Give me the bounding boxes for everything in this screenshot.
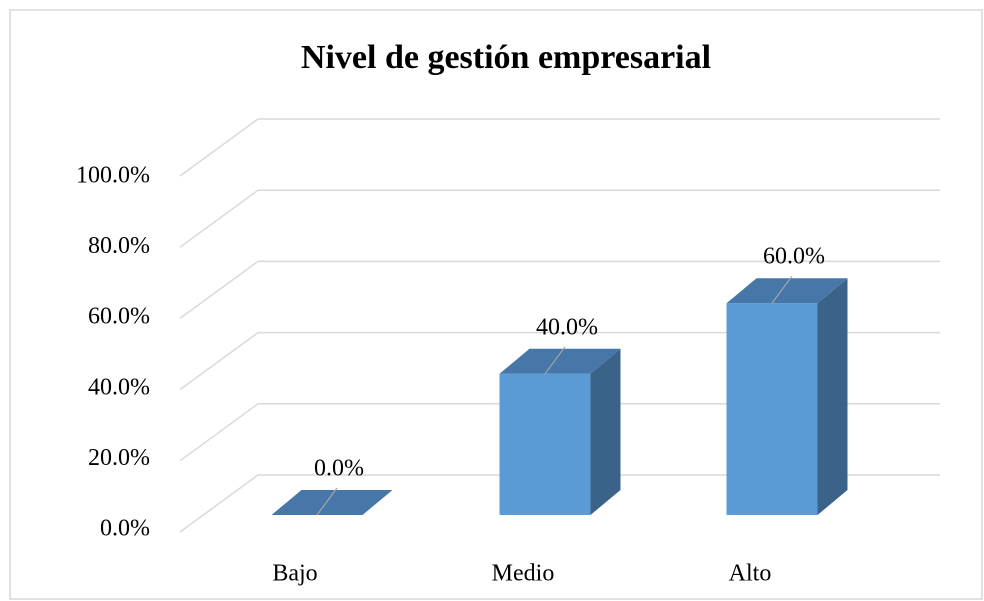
bar-side — [817, 278, 848, 515]
grid-line-side — [179, 260, 259, 320]
bar-side — [590, 348, 621, 515]
y-tick-label: 40.0% — [88, 374, 150, 400]
grid-line-side — [179, 189, 259, 248]
leader-line — [316, 487, 338, 516]
leader-line — [771, 275, 793, 304]
bar-top — [271, 490, 393, 515]
chart-title: Nivel de gestión empresarial — [301, 39, 711, 76]
y-tick-label: 60.0% — [88, 304, 150, 330]
data-label: 40.0% — [536, 314, 598, 340]
data-label: 60.0% — [763, 244, 825, 270]
y-tick-label: 0.0% — [100, 516, 150, 542]
y-tick-label: 100.0% — [76, 163, 150, 189]
leader-line — [544, 346, 566, 375]
y-tick-label: 80.0% — [88, 233, 150, 259]
grid-line-side — [179, 403, 259, 462]
bar-front — [726, 303, 818, 515]
grid-line-side — [179, 118, 259, 177]
bar — [499, 348, 621, 515]
bar-top — [499, 348, 621, 374]
grid-line-side — [179, 331, 259, 391]
data-label: 0.0% — [314, 456, 364, 482]
x-tick-label: Alto — [729, 561, 772, 587]
grid-line-side — [179, 474, 259, 533]
bar — [271, 490, 393, 515]
x-tick-label: Bajo — [272, 561, 317, 587]
y-tick-label: 20.0% — [88, 445, 150, 471]
x-tick-label: Medio — [492, 561, 555, 587]
bar-front — [499, 373, 591, 515]
bar-top — [726, 278, 848, 304]
bar — [726, 278, 848, 515]
